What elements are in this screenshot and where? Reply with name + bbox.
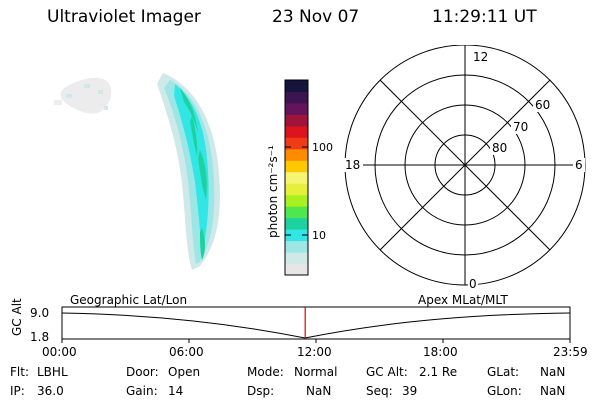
- status-dsp-value: NaN: [306, 384, 332, 398]
- lat-label-80: 80: [492, 141, 507, 155]
- instrument-title: Ultraviolet Imager: [47, 7, 201, 27]
- lat-label-60: 60: [535, 98, 550, 112]
- colorbar-frame: [284, 79, 309, 276]
- lat-label-70: 70: [513, 120, 528, 134]
- colorbar-segment: [285, 148, 308, 161]
- mlt-label-6: 6: [575, 158, 583, 172]
- colorbar-segment: [285, 183, 308, 196]
- status-mode-value: Normal: [294, 365, 338, 379]
- colorbar-tick-label-100: 100: [312, 141, 333, 154]
- status-seq-label: Seq:: [366, 384, 393, 398]
- timeline-tick-label-0600: 06:00: [169, 345, 204, 359]
- colorbar-segment: [285, 91, 308, 104]
- status-door-value: Open: [168, 365, 201, 379]
- auroral-oval-arc: [157, 73, 220, 270]
- colorbar-segment: [285, 206, 308, 219]
- mlt-label-12: 12: [473, 50, 488, 64]
- status-glon-label: GLon:: [487, 384, 522, 398]
- colorbar-segment: [285, 217, 308, 230]
- status-gcalt-label: GC Alt:: [366, 365, 408, 379]
- timeline-frame: [61, 306, 571, 340]
- colorbar-units-label: photon cm⁻²s⁻¹: [266, 145, 280, 238]
- status-glon-value: NaN: [540, 384, 566, 398]
- colorbar-tick-label-10: 10: [312, 229, 326, 242]
- timeline-left-label: Geographic Lat/Lon: [70, 293, 188, 307]
- timeline-tick-label-1800: 18:00: [423, 345, 458, 359]
- altitude-curve: [61, 312, 571, 339]
- colorbar-segment: [285, 194, 308, 207]
- date-label: 23 Nov 07: [272, 7, 360, 27]
- colorbar-segment: [285, 114, 308, 127]
- altitude-timeline: [61, 306, 571, 343]
- auroral-image: [54, 73, 220, 270]
- timeline-tick-label-2359: 23:59: [553, 345, 588, 359]
- colorbar-segment: [285, 240, 308, 253]
- colorbar-gradient: [285, 80, 308, 276]
- colorbar-segment: [285, 102, 308, 115]
- timeline-right-label: Apex MLat/MLT: [418, 293, 508, 307]
- timeline-ymin-label: 1.8: [30, 330, 50, 344]
- status-ip-value: 36.0: [37, 384, 64, 398]
- status-gain-label: Gain:: [126, 384, 158, 398]
- status-flt-label: Flt:: [10, 365, 29, 379]
- mlt-label-0: 0: [469, 277, 477, 291]
- diagonal-line-2: [379, 79, 551, 251]
- time-label: 11:29:11 UT: [432, 7, 537, 27]
- colorbar-segment: [285, 80, 308, 92]
- status-dsp-label: Dsp:: [247, 384, 275, 398]
- faint-emission-patch: [54, 77, 112, 114]
- mlt-label-18: 18: [345, 158, 360, 172]
- colorbar-segment: [285, 125, 308, 138]
- colorbar-segment: [285, 160, 308, 173]
- status-flt-value: LBHL: [37, 365, 68, 379]
- colorbar-segment: [285, 137, 308, 150]
- timeline-tick-label-0000: 00:00: [42, 345, 77, 359]
- colorbar-segment: [285, 171, 308, 184]
- status-ip-label: IP:: [10, 384, 25, 398]
- status-gain-value: 14: [168, 384, 184, 398]
- status-glat-label: GLat:: [487, 365, 520, 379]
- colorbar-segment: [285, 229, 308, 242]
- polar-grid: 12 18 6 0 60 70 80: [343, 45, 586, 291]
- status-gcalt-value: 2.1 Re: [419, 365, 458, 379]
- status-glat-value: NaN: [540, 365, 566, 379]
- colorbar-segment: [285, 252, 308, 265]
- colorbar: 100 10 photon cm⁻²s⁻¹: [266, 79, 333, 276]
- timeline-ymax-label: 9.0: [30, 306, 50, 320]
- status-seq-value: 39: [402, 384, 418, 398]
- status-door-label: Door:: [126, 365, 159, 379]
- colorbar-segment: [285, 263, 308, 276]
- status-mode-label: Mode:: [247, 365, 284, 379]
- timeline-tick-label-1200: 12:00: [297, 345, 332, 359]
- timeline-yaxis-label: GC Alt: [10, 298, 24, 336]
